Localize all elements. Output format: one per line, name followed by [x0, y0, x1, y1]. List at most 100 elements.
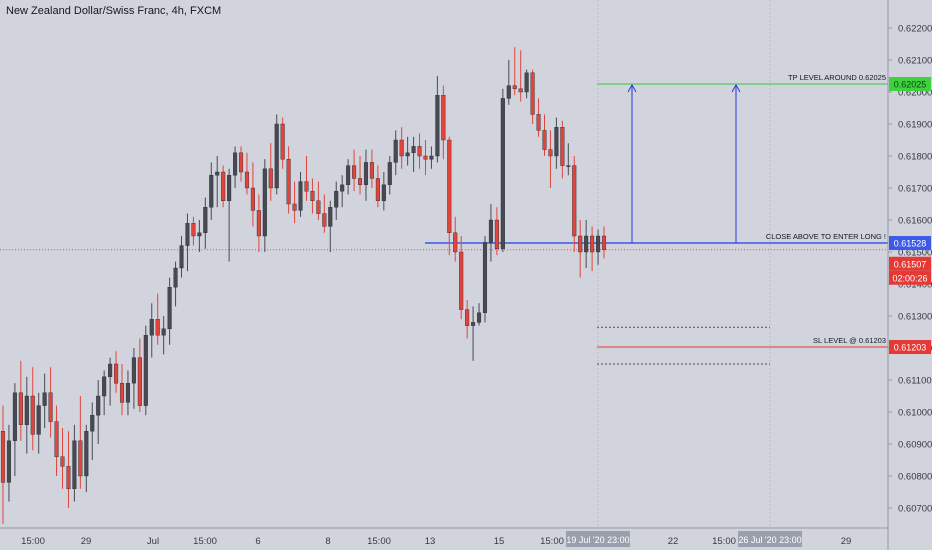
- candle-body-up: [471, 322, 476, 326]
- y-tick-label: 0.61800: [898, 152, 932, 163]
- candle-body-up: [387, 162, 392, 185]
- sl-level-label: SL LEVEL @ 0.61203: [813, 336, 886, 345]
- candle-body-up: [12, 392, 17, 441]
- candle-body-up: [488, 219, 493, 243]
- candle-body-up: [405, 152, 410, 157]
- candle-body-down: [423, 155, 428, 160]
- candle-body-up: [161, 328, 166, 336]
- y-tick-label: 0.61900: [898, 120, 932, 131]
- candle-body-up: [411, 146, 416, 153]
- candle-body-down: [18, 392, 23, 425]
- sl-price-badge-bg: [889, 340, 931, 355]
- y-tick-label: 0.61600: [898, 216, 932, 227]
- x-tick-label: 15:00: [193, 536, 217, 547]
- candle-body-down: [322, 213, 327, 227]
- candle-body-down: [578, 235, 583, 253]
- candle-body-down: [155, 319, 160, 336]
- candle-body-up: [298, 181, 303, 211]
- candle-body-down: [601, 235, 607, 250]
- y-tick-label: 0.60800: [898, 472, 932, 483]
- candle-body-down: [560, 126, 565, 166]
- candle-body-up: [334, 190, 339, 208]
- candle-body-down: [221, 171, 226, 201]
- candle-body-up: [227, 174, 232, 201]
- candle-body-up: [185, 222, 190, 246]
- y-tick-label: 0.62200: [898, 24, 932, 35]
- candle-body-down: [256, 210, 261, 237]
- target-arrow-head: [627, 83, 637, 93]
- candle-body-up: [197, 232, 202, 237]
- candle-body-down: [542, 130, 547, 150]
- candle-body-down: [530, 72, 535, 115]
- candle-body-up: [274, 123, 279, 189]
- candle-body-up: [42, 392, 47, 406]
- y-tick-label: 0.61100: [898, 376, 932, 387]
- candle-body-down: [191, 222, 196, 237]
- candle-body-up: [506, 85, 511, 99]
- candle-body-up: [566, 165, 571, 167]
- candle-body-up: [233, 152, 238, 176]
- y-tick-label: 0.60900: [898, 440, 932, 451]
- candle-body-down: [66, 466, 71, 489]
- candle-body-down: [30, 395, 35, 435]
- candle-body-down: [137, 357, 142, 406]
- candle-body-down: [548, 149, 553, 157]
- candle-body-down: [590, 235, 595, 253]
- candle-body-down: [453, 232, 458, 253]
- time-badge-label: 26 Jul '20 23:00: [738, 535, 801, 545]
- candle-body-up: [173, 267, 178, 288]
- candle-body-up: [24, 395, 29, 425]
- candle-body-down: [441, 94, 446, 141]
- candle-body-down: [459, 251, 464, 310]
- sl-price-badge: 0.61203: [894, 343, 927, 353]
- candle-body-down: [250, 187, 255, 211]
- candle-body-up: [429, 155, 434, 160]
- candle-body-up: [209, 174, 214, 208]
- x-tick-label: 29: [841, 536, 852, 547]
- candle-body-up: [476, 312, 482, 323]
- candle-body-up: [524, 72, 529, 93]
- candle-body-down: [375, 178, 380, 201]
- x-tick-label: 15:00: [540, 536, 564, 547]
- y-tick-label: 0.61400: [898, 280, 932, 291]
- candle-body-down: [48, 392, 53, 422]
- candle-body-up: [131, 357, 136, 384]
- candle-body-down: [465, 309, 470, 326]
- candle-body-up: [340, 184, 345, 192]
- candle-body-down: [304, 181, 309, 192]
- candle-body-up: [584, 235, 589, 253]
- candle-body-up: [149, 319, 154, 336]
- candle-body-up: [72, 440, 77, 489]
- current-price-badge-bg: [889, 256, 931, 271]
- x-tick-label: 22: [668, 536, 679, 547]
- candle-body-up: [482, 242, 488, 313]
- candle-body-down: [114, 363, 119, 384]
- candle-body-up: [84, 431, 89, 477]
- countdown-badge-bg: [889, 270, 931, 285]
- candle-body-down: [238, 152, 244, 173]
- candle-body-up: [381, 184, 386, 202]
- candle-body-up: [393, 139, 398, 163]
- candle-body-up: [179, 245, 184, 269]
- candle-body-up: [346, 165, 351, 186]
- candle-body-up: [143, 335, 148, 406]
- candle-body-down: [0, 431, 6, 483]
- tp-price-badge-bg: [889, 77, 931, 91]
- candle-body-up: [596, 235, 601, 253]
- time-badge: [738, 531, 802, 547]
- candle-body-down: [119, 383, 125, 403]
- candle-body-down: [310, 190, 315, 201]
- candle-body-up: [262, 168, 267, 237]
- candle-body-down: [268, 168, 273, 189]
- candle-body-up: [328, 206, 333, 227]
- candle-body-down: [447, 139, 452, 234]
- candle-body-down: [417, 146, 422, 157]
- candle-body-up: [125, 383, 131, 403]
- candle-body-up: [6, 440, 11, 483]
- candle-body-up: [108, 363, 113, 378]
- candle-body-up: [90, 415, 95, 432]
- candle-body-down: [244, 171, 250, 189]
- candle-body-down: [78, 440, 83, 477]
